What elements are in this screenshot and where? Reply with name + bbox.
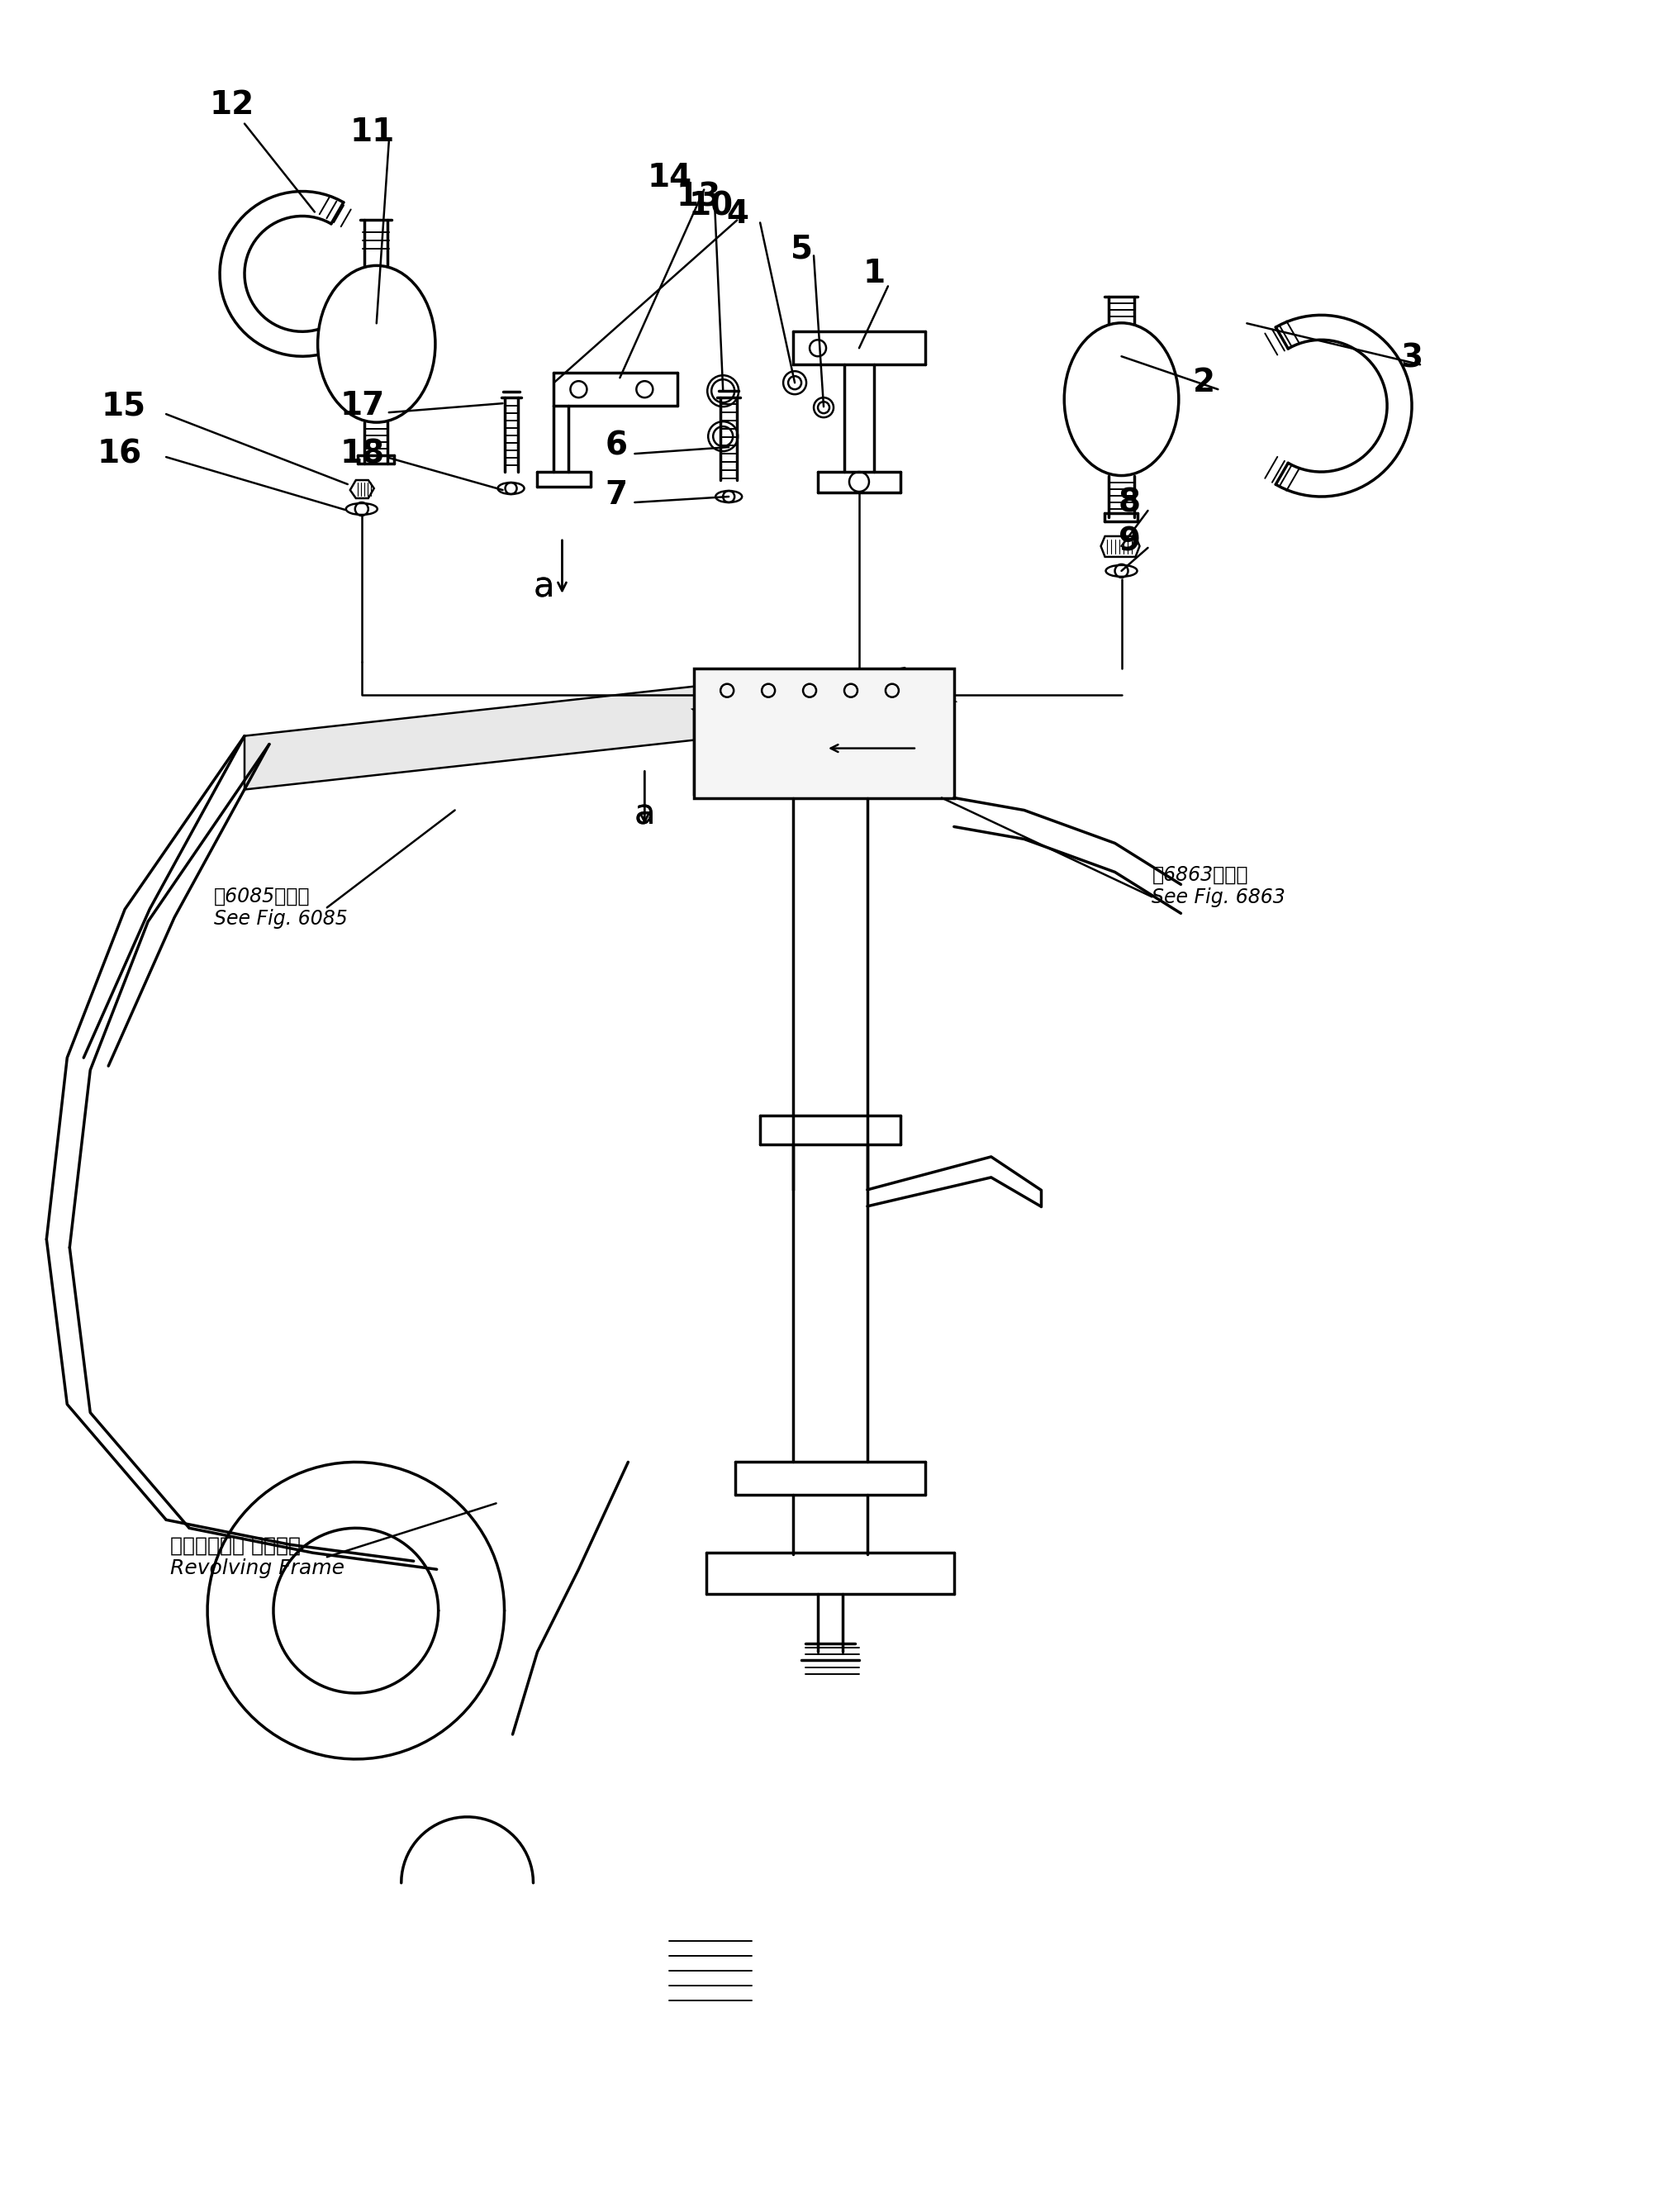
Polygon shape bbox=[350, 480, 374, 498]
Text: 4: 4 bbox=[726, 199, 750, 230]
Text: 14: 14 bbox=[647, 161, 691, 192]
Text: 13: 13 bbox=[676, 181, 721, 212]
Text: a: a bbox=[634, 796, 656, 832]
Text: a: a bbox=[634, 796, 656, 832]
Text: 5: 5 bbox=[790, 232, 813, 265]
Text: 6: 6 bbox=[605, 429, 627, 460]
Polygon shape bbox=[245, 686, 694, 790]
Text: a: a bbox=[533, 571, 555, 604]
Text: 8: 8 bbox=[1119, 487, 1140, 520]
Text: レボルビング フレーム
Revolving Frame: レボルビング フレーム Revolving Frame bbox=[171, 1535, 344, 1579]
Polygon shape bbox=[694, 710, 904, 794]
Text: 18: 18 bbox=[340, 438, 384, 469]
Text: 1: 1 bbox=[862, 259, 885, 290]
Text: a: a bbox=[533, 571, 555, 604]
Ellipse shape bbox=[1065, 323, 1179, 476]
Text: 第6863図参照
See Fig. 6863: 第6863図参照 See Fig. 6863 bbox=[1152, 865, 1286, 907]
Text: 7: 7 bbox=[605, 480, 627, 511]
Text: 第6085図参照
See Fig. 6085: 第6085図参照 See Fig. 6085 bbox=[215, 887, 347, 929]
Text: 11: 11 bbox=[350, 117, 394, 148]
Polygon shape bbox=[694, 668, 954, 743]
Text: 9: 9 bbox=[1119, 526, 1140, 557]
Text: 2: 2 bbox=[1192, 367, 1216, 398]
Text: 17: 17 bbox=[340, 389, 386, 422]
Text: 12: 12 bbox=[210, 88, 255, 119]
Text: 10: 10 bbox=[688, 190, 733, 221]
Text: 16: 16 bbox=[97, 438, 141, 469]
Text: 15: 15 bbox=[101, 389, 146, 422]
Bar bbox=[694, 668, 954, 799]
Ellipse shape bbox=[317, 265, 436, 422]
Polygon shape bbox=[1100, 535, 1140, 557]
Text: 3: 3 bbox=[1400, 343, 1424, 374]
